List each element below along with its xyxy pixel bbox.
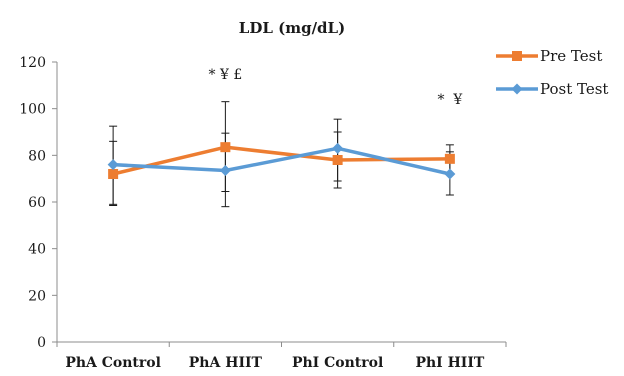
error-bars-post-test [109,131,454,208]
series-layer [107,101,456,208]
significance-annotation: * ¥ [437,92,462,108]
x-axis-categories: PhA Control PhA HIIT PhI Control PhI HIIT [56,342,507,371]
legend-swatch-marker [512,51,522,61]
data-point-pre-test [108,169,119,179]
x-category-label: PhA HIIT [189,355,263,371]
x-category-label: PhI HIIT [415,355,484,371]
series-line-post-test [113,146,451,176]
data-point-post-test [219,165,231,176]
y-tick-label: 0 [37,335,46,351]
legend-label: Pre Test [540,47,602,65]
data-point-pre-test [444,153,455,164]
data-point-post-test [444,168,456,180]
legend-item-post-test: Post Test [496,80,608,98]
legend-swatch-marker [511,83,523,95]
legend-label: Post Test [540,80,608,98]
y-tick-label: 80 [28,148,46,164]
data-point-pre-test [332,155,343,165]
y-tick-label: 60 [28,195,46,211]
y-tick-label: 100 [19,102,46,118]
y-tick-label: 120 [19,55,46,71]
y-axis-ticks: 0 20 40 60 80 100 120 [19,55,57,351]
y-tick-label: 40 [28,242,46,258]
legend-item-pre-test: Pre Test [496,47,602,65]
x-category-label: PhI Control [292,355,383,371]
y-tick-label: 20 [28,288,46,304]
markers-post-test [107,142,456,180]
significance-annotation: * ¥ £ [209,67,243,83]
chart-title: LDL (mg/dL) [239,19,345,37]
data-point-post-test [332,142,344,154]
data-point-pre-test [220,142,231,153]
legend: Pre Test Post Test [496,47,608,98]
data-point-post-test [107,159,119,171]
x-category-label: PhA Control [65,355,161,371]
markers-pre-test [108,142,455,179]
annotation-layer: * ¥ £ * ¥ [209,67,463,108]
